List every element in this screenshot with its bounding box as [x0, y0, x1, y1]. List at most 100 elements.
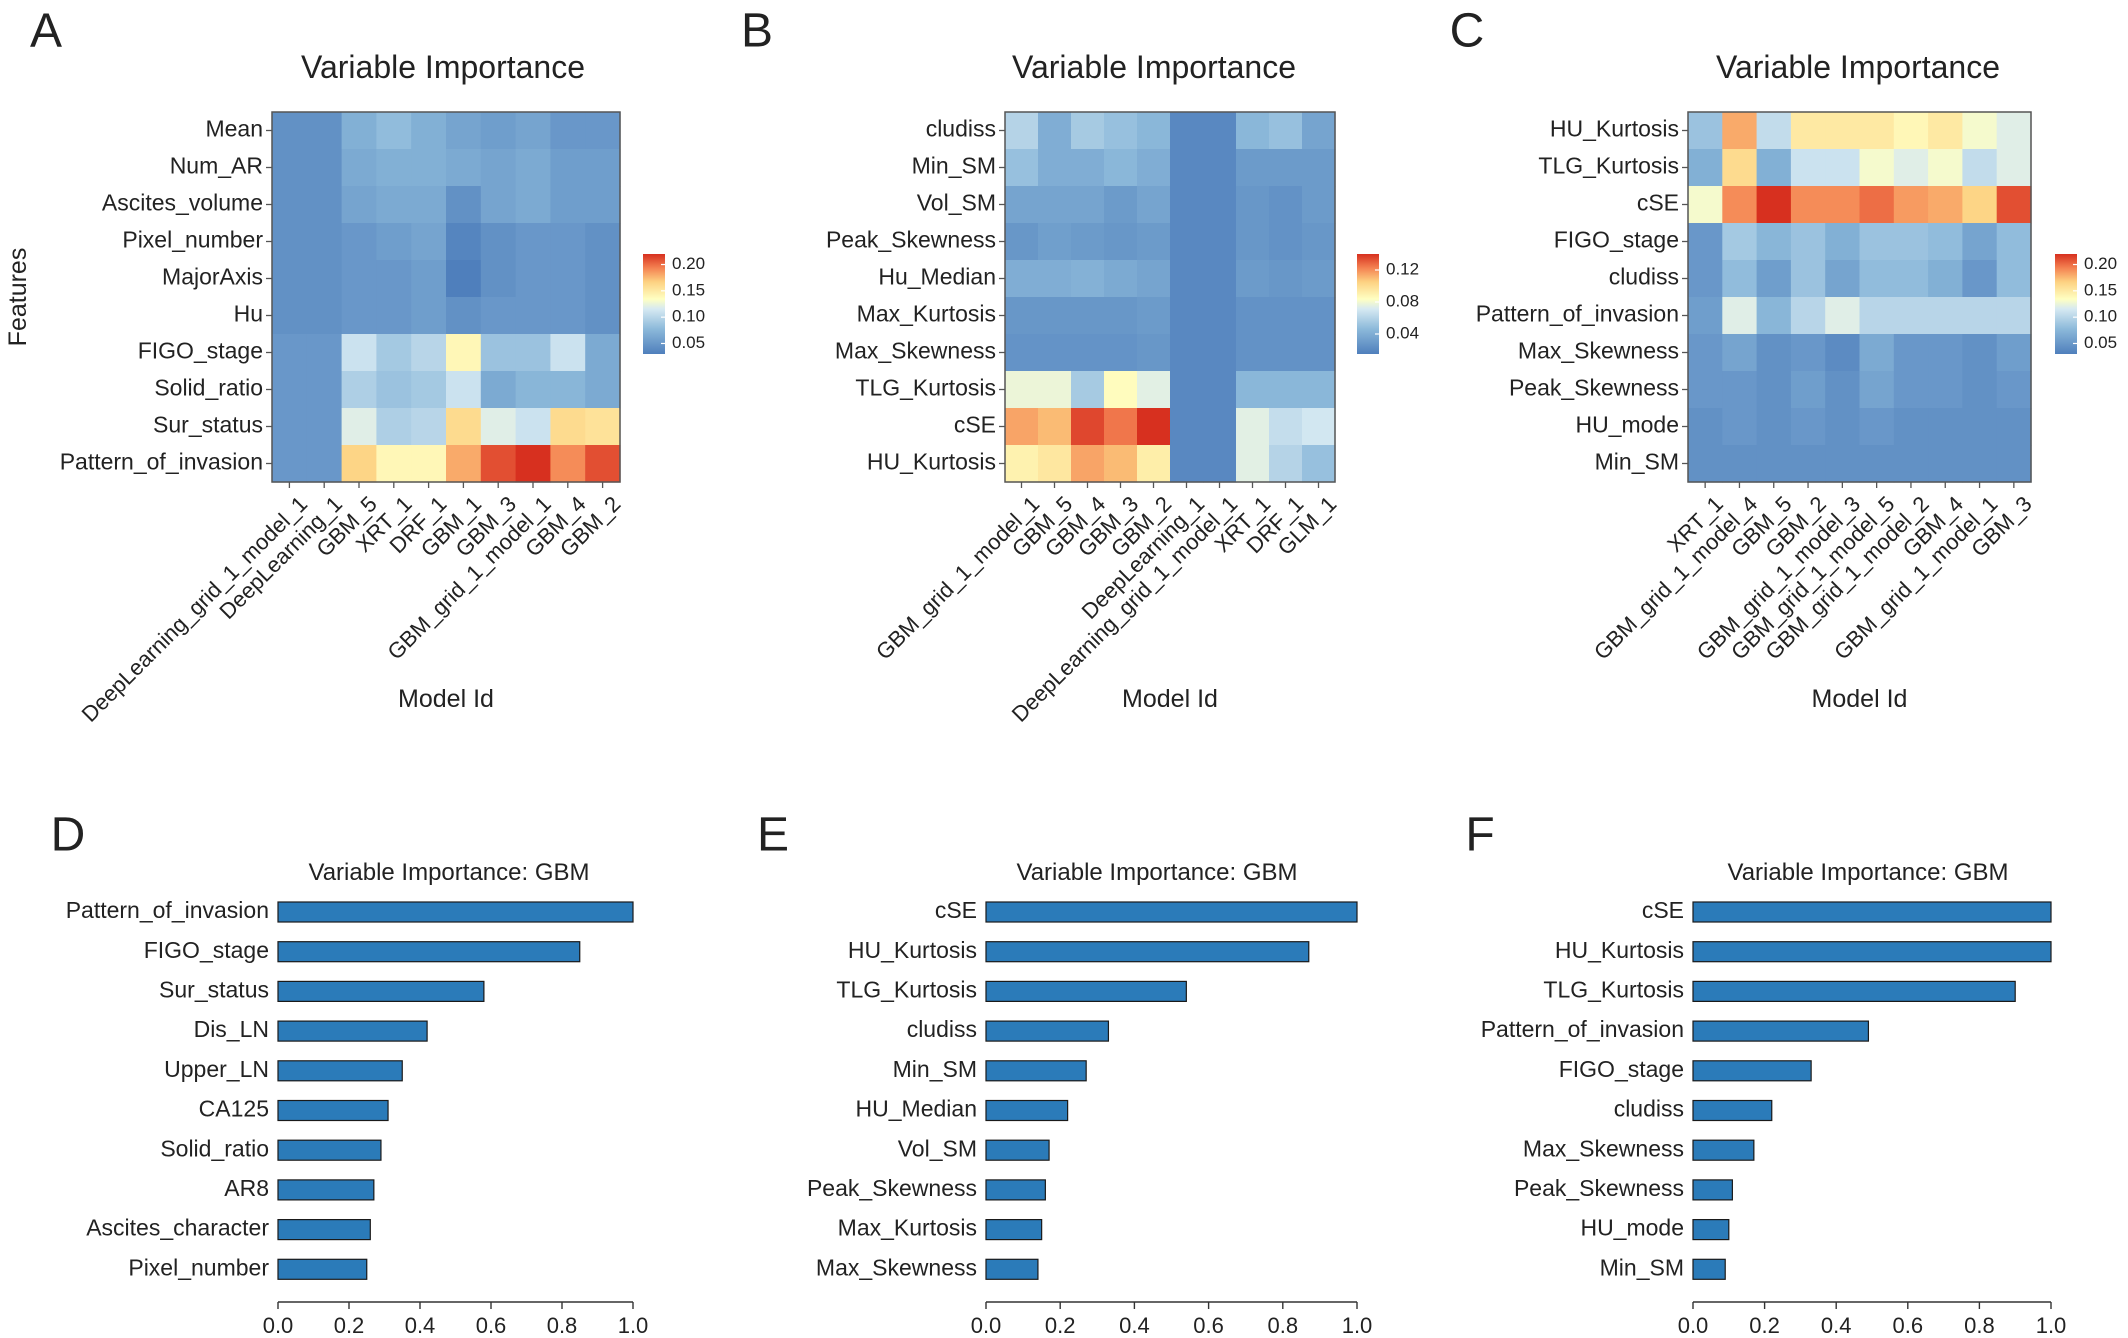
figure-layer: A Variable Importance Mean Num_AR Ascites_vo…: [4, 5, 2117, 1338]
heatmap-b-cell: [1038, 408, 1072, 446]
heatmap-b-xlabel: Model Id: [1122, 685, 1218, 713]
heatmap-b-cell: [1269, 112, 1303, 150]
heatmap-c-cell: [1825, 260, 1861, 298]
heatmap-c-cell: [1756, 334, 1792, 372]
heatmap-a-cell: [306, 334, 343, 372]
heatmap-b-cell: [1236, 334, 1270, 372]
heatmap-b-row-label: cSE: [954, 412, 996, 438]
heatmap-c-cell: [1996, 186, 2032, 224]
bar-e-bar: [985, 1258, 1039, 1280]
bar-d-category-label: Dis_LN: [194, 1016, 269, 1042]
heatmap-b-cell: [1005, 408, 1039, 446]
heatmap-c-cell: [1928, 445, 1963, 483]
heatmap-c-cell: [1996, 371, 2032, 409]
bar-d-x-tick-label: 0.0: [263, 1313, 294, 1338]
heatmap-b-cell: [1071, 371, 1105, 409]
heatmap-b-cell: [1302, 223, 1336, 261]
heatmap-c-cell: [1859, 408, 1895, 446]
heatmap-c-cell: [1688, 334, 1723, 372]
heatmap-b-cell: [1302, 186, 1336, 224]
heatmap-c-cell: [1688, 408, 1723, 446]
heatmap-a-cell: [515, 445, 551, 483]
bar-d-category-label: Solid_ratio: [160, 1135, 269, 1161]
heatmap-a-cell: [480, 112, 517, 150]
heatmap-a-cell: [376, 334, 412, 372]
heatmap-c-cell: [1859, 112, 1895, 150]
heatmap-c-cell: [1688, 260, 1723, 298]
heatmap-a-cell: [550, 445, 586, 483]
heatmap-c-cell: [1928, 186, 1963, 224]
heatmap-a-cell: [585, 223, 621, 261]
heatmap-c-cell: [1722, 371, 1758, 409]
heatmap-a-cell: [341, 223, 377, 261]
heatmap-c-colorbar: [2055, 254, 2077, 354]
heatmap-c-frame: [1687, 111, 2032, 483]
heatmap-a-cell: [341, 297, 377, 335]
bar-f-bar: [1692, 1179, 1733, 1201]
heatmap-a-cell: [480, 260, 517, 298]
heatmap-c-row-label: Max_Skewness: [1518, 338, 1679, 364]
heatmap-c-cell: [1756, 297, 1792, 335]
heatmap-b-cell: [1203, 112, 1237, 150]
heatmap-a-cell: [306, 445, 343, 483]
heatmap-a-frame: [271, 111, 621, 483]
bar-f-bar: [1692, 1060, 1812, 1082]
heatmap-b-cell: [1203, 260, 1237, 298]
bar-e-bar: [985, 1060, 1087, 1082]
heatmap-c-cell: [1688, 297, 1723, 335]
heatmap-a-cell: [515, 408, 551, 446]
heatmap-c-cell: [1790, 149, 1826, 187]
heatmap-a-cell: [550, 149, 586, 187]
heatmap-b-cell: [1104, 112, 1138, 150]
heatmap-a-cell: [272, 260, 308, 298]
heatmap-a-row-label: MajorAxis: [162, 264, 263, 290]
heatmap-a-cell: [550, 112, 586, 150]
heatmap-b-cell: [1236, 297, 1270, 335]
heatmap-b-cell: [1104, 408, 1138, 446]
bar-e-bar: [985, 1179, 1046, 1201]
heatmap-b-row-label: Max_Kurtosis: [857, 301, 996, 327]
panel-letter-e: E: [757, 809, 789, 862]
bar-d-bar: [277, 1258, 368, 1280]
heatmap-b-colorbar-label: 0.04: [1386, 323, 1419, 342]
bar-f-bar: [1692, 1258, 1726, 1280]
heatmap-a-cell: [376, 408, 412, 446]
heatmap-a-cell: [550, 334, 586, 372]
heatmap-b-cell: [1170, 334, 1204, 372]
heatmap-a-cell: [272, 334, 308, 372]
heatmap-c-cell: [1722, 223, 1758, 261]
heatmap-a-cell: [272, 297, 308, 335]
heatmap-c-cell: [1996, 149, 2032, 187]
bar-f-category-label: Peak_Skewness: [1514, 1175, 1684, 1201]
heatmap-c-cell: [1688, 371, 1723, 409]
bar-e-category-label: HU_Kurtosis: [848, 937, 977, 963]
heatmap-a-cell: [515, 149, 551, 187]
heatmap-c-colorbar-label: 0.05: [2084, 333, 2117, 352]
heatmap-a-cell: [411, 223, 447, 261]
bar-f-x-tick-label: 0.6: [1893, 1313, 1924, 1338]
heatmap-a-cell: [272, 408, 308, 446]
heatmap-a-cell: [376, 112, 412, 150]
bar-e-x-tick-label: 1.0: [1342, 1313, 1373, 1338]
heatmap-a-cell: [446, 186, 482, 224]
heatmap-c-cell: [1962, 149, 1998, 187]
heatmap-b-cell: [1137, 149, 1171, 187]
heatmap-c-cell: [1893, 149, 1929, 187]
heatmap-a-cell: [376, 445, 412, 483]
heatmap-b-row-label: Vol_SM: [917, 190, 996, 216]
bar-e-bar: [985, 980, 1187, 1003]
heatmap-b-cell: [1137, 223, 1171, 261]
heatmap-a-cell: [341, 186, 377, 224]
heatmap-a-row-label: Pattern_of_invasion: [60, 449, 263, 475]
heatmap-b-cell: [1137, 408, 1171, 446]
heatmap-c-cell: [1688, 186, 1723, 224]
heatmap-c-cell: [1722, 260, 1758, 298]
heatmap-b-cell: [1071, 408, 1105, 446]
heatmap-b-cell: [1005, 371, 1039, 409]
bar-e-bar: [985, 941, 1310, 963]
heatmap-c-row-label: Min_SM: [1595, 449, 1679, 475]
heatmap-c-cell: [1928, 149, 1963, 187]
heatmap-a-cell: [515, 112, 551, 150]
heatmap-a-cell: [411, 149, 447, 187]
